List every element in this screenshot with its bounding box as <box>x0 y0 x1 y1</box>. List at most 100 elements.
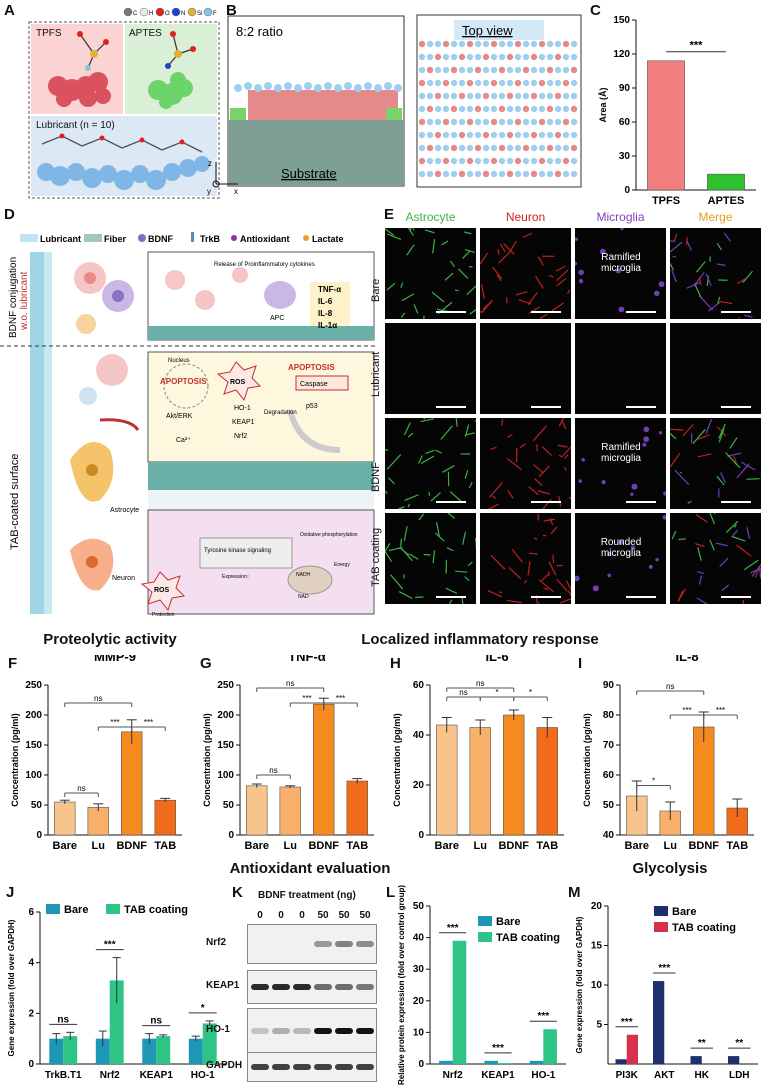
topview-atom <box>506 170 514 178</box>
sig-label: *** <box>682 706 691 715</box>
micro-fiber <box>462 531 467 545</box>
scale-bar <box>436 406 466 408</box>
topview-atom <box>490 79 498 87</box>
micro-fiber <box>383 549 393 563</box>
micro-image <box>664 418 768 509</box>
ros-label-1: ROS <box>230 379 246 386</box>
scale-bar <box>531 501 561 503</box>
micro-fiber <box>669 241 683 253</box>
topview-atom <box>426 118 434 126</box>
apoptosis-label-1: APOPTOSIS <box>160 377 207 386</box>
cytokine-1: TNF-α <box>318 285 341 294</box>
topview-atom <box>466 170 474 178</box>
topview-atom <box>490 53 498 61</box>
micro-fiber <box>742 270 753 283</box>
topview-atom <box>450 40 458 48</box>
d-legend-label: Antioxidant <box>240 234 290 244</box>
wb-band <box>272 1064 290 1070</box>
topview-atom <box>498 157 506 165</box>
topview-atom <box>466 144 474 152</box>
micro-fiber <box>432 550 436 564</box>
panel-d-schematic: Lubricant Fiber BDNF TrkB Antioxidant Lactate… <box>0 232 378 618</box>
micro-fiber <box>449 260 455 268</box>
micro-fiber <box>535 275 544 289</box>
panel-b-top-view: Top view <box>416 14 582 188</box>
topview-atom <box>562 105 570 113</box>
chart-title: MMP-9 <box>94 655 136 664</box>
micro-fiber <box>723 232 731 242</box>
topview-atom <box>498 105 506 113</box>
micro-fiber <box>754 567 761 578</box>
bar-tab-coating <box>498 1063 512 1064</box>
micro-fiber <box>685 237 688 246</box>
micro-image <box>383 506 478 614</box>
micro-fiber <box>560 598 571 604</box>
y-tick-label: 200 <box>217 710 234 721</box>
x-tick-label: PI3K <box>616 1070 639 1081</box>
micro-dot <box>581 458 585 462</box>
y-tick-label: 0 <box>624 185 630 196</box>
lactate-icon <box>303 235 309 241</box>
y-tick-label: 80 <box>603 710 615 721</box>
micro-fiber <box>454 411 458 427</box>
topview-atom <box>562 40 570 48</box>
bdnf-icon <box>138 234 146 242</box>
sig-label: ns <box>476 679 484 688</box>
x-tick-label: TAB <box>726 840 748 852</box>
y-axis-label: Concentration (pg/ml) <box>582 713 592 807</box>
topview-atom <box>506 144 514 152</box>
x-tick-label: AKT <box>654 1070 675 1081</box>
scale-bar <box>626 596 656 598</box>
micro-fiber <box>695 513 708 523</box>
panel-label-l: L <box>386 884 396 901</box>
y-axis-label: Concentration (pg/ml) <box>202 713 212 807</box>
section-antioxidant: Antioxidant evaluation <box>229 860 391 877</box>
x-tick-label: APTES <box>708 195 745 207</box>
topview-atom <box>506 118 514 126</box>
micro-fiber <box>503 243 515 255</box>
topview-atom <box>506 53 514 61</box>
topview-atom <box>570 105 578 113</box>
bar-lu <box>469 727 491 836</box>
x-tick-label: BDNF <box>116 840 147 852</box>
topview-atom <box>466 92 474 100</box>
micro-fiber <box>567 590 578 604</box>
topview-atom <box>546 105 554 113</box>
legend-label: Bare <box>64 904 88 916</box>
chart-title: IL-8 <box>675 655 698 664</box>
a-legend-label: N <box>181 11 185 17</box>
topview-atom <box>530 170 538 178</box>
micro-fiber <box>720 301 733 305</box>
micro-texture <box>578 426 668 496</box>
wb-band <box>314 1028 332 1034</box>
micro-fiber <box>498 251 512 264</box>
topview-atom <box>474 131 482 139</box>
micro-dot <box>618 540 624 545</box>
micro-fiber <box>561 419 567 430</box>
micro-dot <box>578 278 584 284</box>
a-legend-label: F <box>213 11 217 17</box>
micro-fiber <box>682 423 694 437</box>
wb-band <box>251 984 269 990</box>
panel-label-d: D <box>4 206 15 223</box>
micro-fiber <box>698 295 714 311</box>
bar-tab-coating <box>202 1023 217 1064</box>
wb-band-label: Nrf2 <box>206 937 227 948</box>
micro-fiber <box>401 548 413 562</box>
sig-label: ** <box>735 1038 743 1049</box>
sig-label: *** <box>447 923 459 934</box>
a-legend-label: O <box>165 11 170 17</box>
sig-label: *** <box>104 940 116 951</box>
micro-fiber <box>404 494 419 502</box>
micro-fiber <box>398 591 413 600</box>
x-tick-label: KEAP1 <box>481 1070 515 1081</box>
micro-fiber <box>515 291 528 296</box>
micro-fiber <box>677 588 686 602</box>
topview-atom <box>426 144 434 152</box>
micro-fiber <box>669 452 681 468</box>
micro-fiber <box>670 428 684 431</box>
bar-bare <box>54 801 76 836</box>
topview-atom <box>490 118 498 126</box>
micro-fiber <box>550 302 565 313</box>
bar-bdnf <box>313 703 335 836</box>
